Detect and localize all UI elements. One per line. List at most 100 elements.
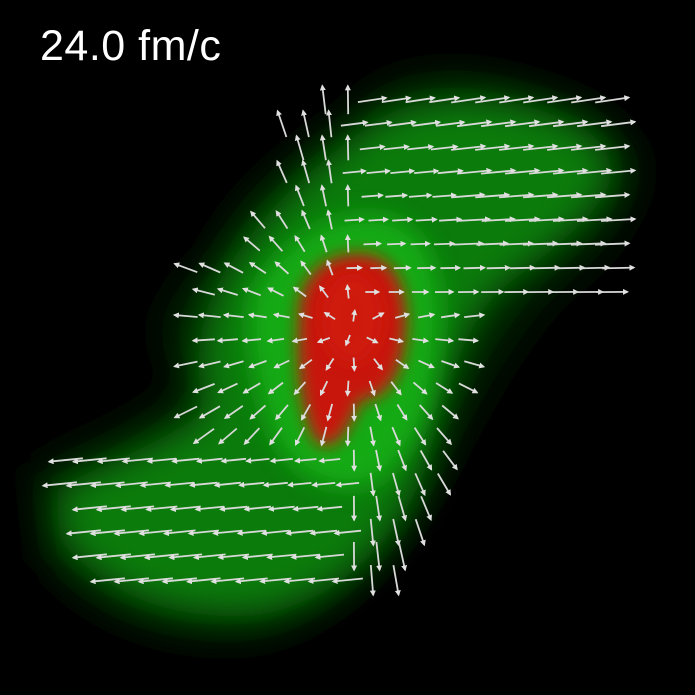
velocity-arrow — [440, 312, 461, 319]
velocity-arrow — [474, 143, 511, 151]
velocity-arrow — [552, 119, 589, 128]
velocity-arrow — [171, 457, 200, 464]
velocity-arrow — [441, 360, 461, 369]
velocity-arrow — [344, 380, 351, 397]
velocity-arrow — [398, 541, 408, 572]
velocity-arrow — [366, 336, 379, 344]
velocity-arrow — [191, 287, 216, 296]
velocity-arrow — [344, 234, 351, 253]
velocity-arrow — [294, 235, 306, 253]
velocity-arrow — [405, 95, 436, 104]
velocity-arrow — [414, 168, 440, 175]
velocity-arrow — [294, 134, 305, 161]
velocity-arrow — [213, 481, 241, 488]
velocity-arrow — [316, 337, 331, 344]
velocity-arrow — [301, 209, 311, 230]
velocity-arrow — [415, 216, 438, 223]
velocity-arrow — [456, 119, 493, 128]
velocity-arrow — [351, 357, 358, 372]
velocity-arrow — [319, 426, 328, 447]
velocity-arrow — [309, 529, 338, 536]
velocity-arrow — [546, 143, 583, 151]
velocity-arrow — [458, 382, 479, 394]
velocity-arrow — [369, 564, 376, 597]
velocity-arrow — [547, 95, 583, 104]
velocity-arrow — [437, 168, 464, 175]
velocity-arrow — [269, 427, 283, 446]
velocity-arrow — [576, 216, 613, 223]
velocity-arrow — [458, 337, 480, 344]
velocity-arrow — [242, 382, 261, 394]
velocity-arrow — [602, 264, 636, 271]
velocity-arrow — [219, 505, 248, 512]
velocity-arrow — [451, 95, 487, 104]
velocity-arrow — [528, 119, 565, 128]
velocity-arrow — [570, 143, 607, 151]
velocity-arrow — [395, 359, 410, 370]
velocity-arrow — [397, 449, 407, 472]
velocity-arrow — [243, 427, 261, 445]
velocity-arrow — [243, 236, 261, 252]
velocity-arrow — [417, 312, 436, 319]
velocity-arrow — [173, 405, 198, 419]
velocity-arrow — [594, 143, 631, 151]
velocity-arrow — [441, 404, 459, 420]
velocity-arrow — [223, 262, 244, 274]
velocity-arrow — [600, 119, 637, 128]
velocity-arrow — [292, 286, 307, 298]
velocity-arrow — [392, 564, 401, 597]
velocity-arrow — [504, 216, 541, 223]
velocity-arrow — [430, 144, 459, 151]
time-label: 24.0 fm/c — [40, 22, 222, 70]
velocity-arrow — [272, 312, 290, 319]
velocity-arrow — [260, 529, 290, 536]
velocity-arrow — [275, 404, 289, 421]
velocity-arrow — [429, 95, 461, 104]
velocity-arrow — [475, 192, 511, 199]
velocity-arrow — [351, 309, 358, 322]
velocity-arrow — [333, 529, 362, 536]
velocity-arrow — [172, 312, 198, 319]
velocity-arrow — [326, 209, 333, 230]
velocity-arrow — [463, 264, 486, 271]
velocity-arrow — [298, 358, 313, 370]
velocity-arrow — [532, 264, 561, 271]
velocity-arrow — [509, 264, 536, 271]
velocity-arrow — [198, 405, 221, 419]
velocity-arrow — [361, 192, 384, 199]
velocity-arrow — [414, 472, 426, 497]
velocity-arrow — [274, 261, 290, 275]
velocity-arrow — [476, 240, 510, 247]
velocity-arrow — [435, 119, 466, 127]
velocity-arrow — [326, 403, 334, 422]
velocity-arrow — [311, 481, 336, 488]
velocity-arrow — [300, 260, 312, 276]
velocity-arrow — [546, 240, 583, 247]
velocity-arrow — [267, 287, 284, 297]
velocity-arrow — [197, 312, 221, 319]
velocity-arrow — [269, 457, 293, 464]
velocity-arrow — [480, 119, 517, 128]
velocity-arrow — [420, 495, 432, 522]
velocity-arrow — [442, 450, 458, 471]
velocity-arrow — [433, 240, 456, 247]
velocity-arrow — [241, 287, 262, 297]
velocity-arrow — [410, 240, 431, 247]
velocity-arrow — [457, 167, 493, 175]
velocity-arrow — [262, 481, 288, 488]
velocity-arrow — [331, 577, 363, 585]
velocity-arrow — [387, 240, 407, 247]
velocity-arrow — [481, 216, 516, 223]
velocity-arrow — [292, 505, 319, 512]
velocity-arrow — [314, 553, 345, 560]
velocity-arrow — [522, 240, 559, 247]
velocity-arrow — [408, 192, 433, 199]
velocity-arrow — [547, 192, 583, 199]
velocity-arrow — [344, 426, 351, 447]
velocity-arrow — [268, 235, 284, 252]
velocity-arrow — [293, 381, 307, 396]
velocity-arrow — [412, 381, 428, 395]
velocity-arrow — [273, 359, 290, 369]
velocity-arrow — [453, 240, 485, 247]
